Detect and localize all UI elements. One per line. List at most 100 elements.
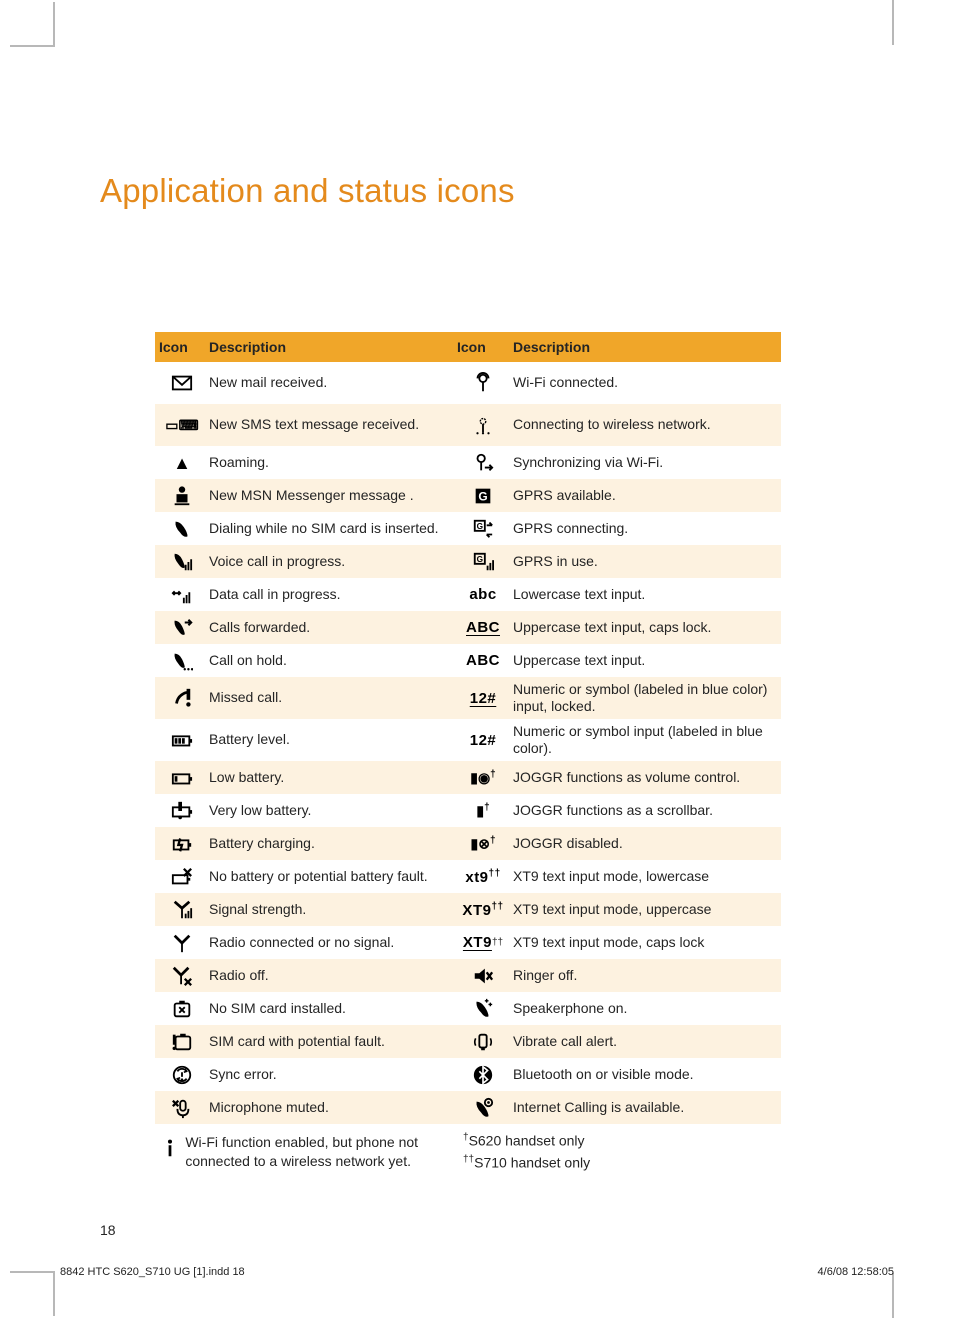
status-icon <box>155 800 209 822</box>
icon-description: Battery level. <box>209 729 453 751</box>
table-row: No battery or potential battery fault.xt… <box>155 860 781 893</box>
table-row: Battery level.12#Numeric or symbol input… <box>155 719 781 761</box>
status-icon <box>453 998 513 1020</box>
status-icon: G <box>453 551 513 573</box>
status-icon: ▮† <box>453 803 513 818</box>
status-icon: ▮◉† <box>453 770 513 785</box>
icon-description: Missed call. <box>209 687 453 709</box>
svg-text:G: G <box>477 522 483 531</box>
table-row: Signal strength.XT9††XT9 text input mode… <box>155 893 781 926</box>
icon-description: Roaming. <box>209 452 453 474</box>
table-header-row: Icon Description Icon Description <box>155 332 781 362</box>
footnote-line: ††S710 handset only <box>463 1152 781 1174</box>
icon-description: Internet Calling is available. <box>513 1097 781 1119</box>
icon-description: Battery charging. <box>209 833 453 855</box>
icon-description: XT9 text input mode, uppercase <box>513 899 781 921</box>
status-icon <box>155 485 209 507</box>
footer-left: 8842 HTC S620_S710 UG [1].indd 18 <box>60 1266 245 1278</box>
page: Application and status icons Icon Descri… <box>0 0 954 1318</box>
table-row: Sync error.Bluetooth on or visible mode. <box>155 1058 781 1091</box>
icon-description: Bluetooth on or visible mode. <box>513 1064 781 1086</box>
status-icon <box>453 414 513 436</box>
status-icon: 12# <box>453 733 513 748</box>
icon-description: Ringer off. <box>513 965 781 987</box>
icon-description: New MSN Messenger message . <box>209 485 453 507</box>
status-icon <box>155 372 209 394</box>
icon-description: Very low battery. <box>209 800 453 822</box>
icon-description: Dialing while no SIM card is inserted. <box>209 518 453 540</box>
page-title: Application and status icons <box>100 172 515 210</box>
table-row: Voice call in progress.GGPRS in use. <box>155 545 781 578</box>
crop-mark <box>10 1271 55 1273</box>
icon-description: Radio connected or no signal. <box>209 932 453 954</box>
footnote-left: Wi-Fi function enabled, but phone not co… <box>155 1130 453 1173</box>
icon-description: Wi-Fi connected. <box>513 372 781 394</box>
table-row: Battery charging.▮⊗†JOGGR disabled. <box>155 827 781 860</box>
status-icon <box>155 729 209 751</box>
icon-description: SIM card with potential fault. <box>209 1031 453 1053</box>
status-icon <box>453 1097 513 1119</box>
page-number: 18 <box>100 1222 116 1238</box>
icon-description: Data call in progress. <box>209 584 453 606</box>
status-icon: ▭⌨ <box>155 418 209 432</box>
table-row: Call on hold.ABCUppercase text input. <box>155 644 781 677</box>
status-icon <box>453 1064 513 1086</box>
status-icon <box>155 1097 209 1119</box>
status-icon <box>155 584 209 606</box>
crop-mark <box>10 45 55 47</box>
status-icon <box>155 687 209 709</box>
footnote-left-text: Wi-Fi function enabled, but phone not co… <box>185 1133 445 1169</box>
table-row: Data call in progress.abcLowercase text … <box>155 578 781 611</box>
status-icon: ABC <box>453 653 513 668</box>
status-icon <box>453 452 513 474</box>
status-icon: xt9†† <box>453 869 513 885</box>
table-row: Missed call.12#Numeric or symbol (labele… <box>155 677 781 719</box>
status-icon: XT9†† <box>453 935 513 950</box>
status-icon: ▲ <box>155 454 209 472</box>
table-row: Radio off.Ringer off. <box>155 959 781 992</box>
status-icon <box>453 1031 513 1053</box>
table-row: New MSN Messenger message . G GPRS availab… <box>155 479 781 512</box>
crop-mark <box>892 0 894 45</box>
icon-description: GPRS available. <box>513 485 781 507</box>
icon-description: Calls forwarded. <box>209 617 453 639</box>
header-icon-col: Icon <box>155 339 209 355</box>
footer-right: 4/6/08 12:58:05 <box>818 1266 894 1278</box>
icon-description: Signal strength. <box>209 899 453 921</box>
icon-description: New SMS text message received. <box>209 414 453 436</box>
status-icon <box>155 932 209 954</box>
status-icon: 12# <box>453 691 513 706</box>
table-row: Radio connected or no signal.XT9††XT9 te… <box>155 926 781 959</box>
icon-description: Voice call in progress. <box>209 551 453 573</box>
icon-description: JOGGR functions as a scrollbar. <box>513 800 781 822</box>
icon-description: GPRS connecting. <box>513 518 781 540</box>
status-icon: G <box>453 485 513 507</box>
status-icon <box>155 551 209 573</box>
footnotes: Wi-Fi function enabled, but phone not co… <box>155 1130 781 1173</box>
icon-description: Low battery. <box>209 767 453 789</box>
status-icon: ▮⊗† <box>453 836 513 851</box>
icon-description: Uppercase text input, caps lock. <box>513 617 781 639</box>
icon-description: Numeric or symbol input (labeled in blue… <box>513 721 781 760</box>
icon-description: JOGGR disabled. <box>513 833 781 855</box>
table-row: Microphone muted. Internet Calling is ava… <box>155 1091 781 1124</box>
table-row: Very low battery.▮†JOGGR functions as a … <box>155 794 781 827</box>
info-icon <box>155 1137 185 1165</box>
footnote-line: †S620 handset only <box>463 1130 781 1152</box>
icon-description: Connecting to wireless network. <box>513 414 781 436</box>
status-icon <box>155 833 209 855</box>
status-icon: ABC <box>453 620 513 635</box>
icon-description: Uppercase text input. <box>513 650 781 672</box>
icon-description: Microphone muted. <box>209 1097 453 1119</box>
table-row: SIM card with potential fault.Vibrate ca… <box>155 1025 781 1058</box>
table-body: New mail received.Wi-Fi connected.▭⌨New … <box>155 362 781 1124</box>
status-icon: G <box>453 518 513 540</box>
svg-text:G: G <box>477 555 483 564</box>
svg-text:G: G <box>478 489 487 503</box>
header-icon-col: Icon <box>453 339 513 355</box>
table-row: Low battery.▮◉†JOGGR functions as volume… <box>155 761 781 794</box>
status-icon <box>155 1031 209 1053</box>
status-icon <box>453 372 513 394</box>
table-row: No SIM card installed.Speakerphone on. <box>155 992 781 1025</box>
footnote-right: †S620 handset only ††S710 handset only <box>453 1130 781 1173</box>
